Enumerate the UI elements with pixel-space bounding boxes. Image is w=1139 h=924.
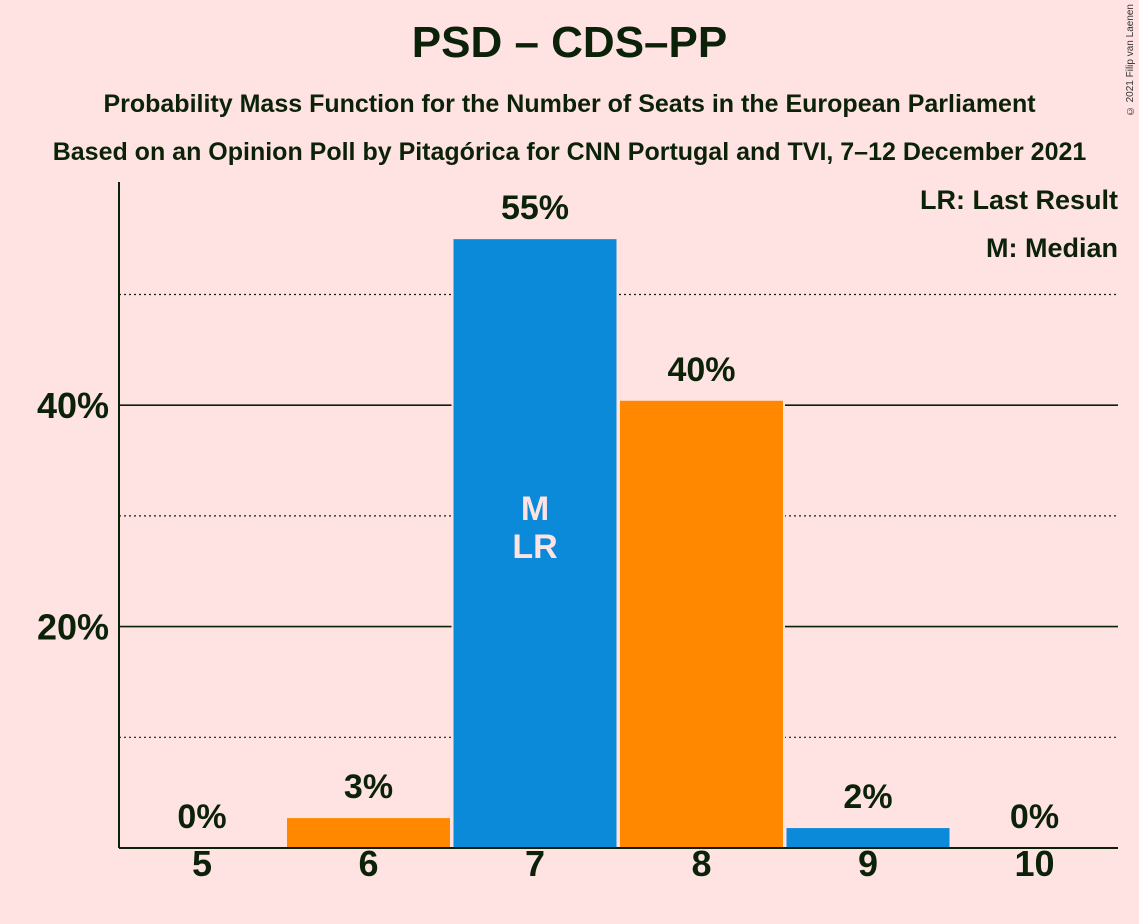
- x-tick-label: 10: [1014, 843, 1054, 884]
- x-tick-label: 6: [358, 843, 378, 884]
- data-label: 55%: [501, 189, 569, 227]
- chart-title: PSD – CDS–PP: [411, 18, 728, 67]
- x-tick-label: 9: [858, 843, 878, 884]
- data-label: 0%: [1010, 798, 1059, 836]
- x-tick-label: 8: [691, 843, 711, 884]
- bar: [620, 400, 783, 848]
- bar-marker-label: LR: [512, 528, 557, 566]
- x-tick-label: 5: [192, 843, 212, 884]
- y-tick-label: 40%: [37, 385, 109, 426]
- data-label: 3%: [344, 768, 393, 806]
- bar: [453, 239, 617, 848]
- legend-median: M: Median: [986, 233, 1118, 263]
- bar: [287, 818, 450, 848]
- data-label: 0%: [177, 798, 226, 836]
- bar-marker-label: M: [521, 490, 549, 528]
- bar: [786, 828, 950, 848]
- x-tick-label: 7: [525, 843, 545, 884]
- chart-source-subtitle: Based on an Opinion Poll by Pitagórica f…: [52, 138, 1087, 166]
- data-label: 40%: [667, 351, 735, 389]
- chart-subtitle: Probability Mass Function for the Number…: [103, 90, 1036, 118]
- legend-last-result: LR: Last Result: [920, 185, 1118, 215]
- y-tick-label: 20%: [37, 607, 109, 648]
- data-label: 2%: [843, 778, 892, 816]
